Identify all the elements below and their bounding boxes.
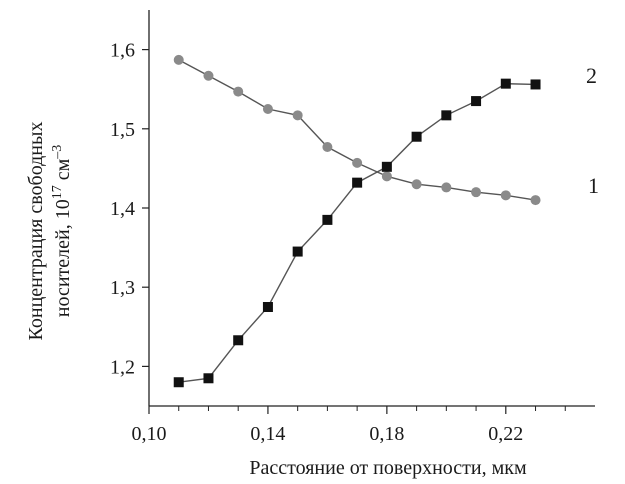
series-1-point — [530, 195, 541, 206]
y-axis-title-line2: носителей, 1017 см–3 — [50, 145, 74, 318]
series-1-point — [292, 110, 303, 121]
y-axis-title-exponent2: –3 — [50, 145, 65, 160]
series-1-point — [411, 179, 422, 190]
series-2-point — [262, 302, 273, 312]
y-tick-label: 1,3 — [110, 277, 135, 299]
y-tick-label: 1,6 — [110, 40, 135, 62]
series-1-point — [500, 190, 511, 201]
series-1-point — [262, 104, 273, 114]
series-2-point — [381, 161, 392, 172]
y-axis-title-prefix: носителей, 10 — [52, 199, 74, 317]
series-2-point — [233, 335, 244, 346]
series-1-point — [381, 171, 392, 182]
series-1-point — [173, 54, 184, 65]
series-1-point — [471, 187, 482, 198]
series-lines — [178, 59, 536, 383]
series-1-point — [233, 86, 244, 97]
x-tick-label: 0,10 — [132, 423, 167, 445]
series-2-line — [178, 82, 536, 383]
series-1-point — [322, 142, 333, 153]
y-axis-title-line1: Концентрация свободных — [25, 122, 47, 341]
series-2-point — [352, 177, 363, 188]
series-2-label: 2 — [586, 63, 597, 88]
series-2-point — [500, 78, 511, 89]
axes — [148, 10, 595, 407]
series-2-point — [322, 214, 333, 225]
series-1-point — [203, 70, 214, 81]
series-1-point — [441, 182, 452, 193]
series-1-label: 1 — [588, 173, 599, 198]
series-2-point — [203, 373, 214, 384]
series-markers — [173, 54, 541, 388]
series-1-point — [352, 157, 363, 168]
y-tick-label: 1,4 — [110, 198, 135, 220]
series-2-point — [173, 377, 184, 388]
series-2-point — [411, 131, 422, 142]
y-axis-title-exponent1: 17 — [50, 185, 65, 199]
series-2-point — [292, 246, 303, 257]
axis-ticks: 0,10 0,14 0,18 0,22 1,2 1,3 1,4 1,5 1,6 — [110, 40, 566, 445]
series-2-point — [471, 96, 482, 107]
y-tick-label: 1,2 — [110, 356, 135, 378]
x-axis-title: Расстояние от поверхности, мкм — [249, 457, 527, 479]
x-tick-label: 0,18 — [369, 423, 404, 445]
x-tick-label: 0,14 — [250, 423, 285, 445]
x-tick-label: 0,22 — [488, 423, 523, 445]
y-axis-title-unit: см — [52, 158, 74, 180]
y-tick-label: 1,5 — [110, 119, 135, 141]
series-2-point — [441, 110, 452, 121]
series-2-point — [530, 79, 541, 90]
